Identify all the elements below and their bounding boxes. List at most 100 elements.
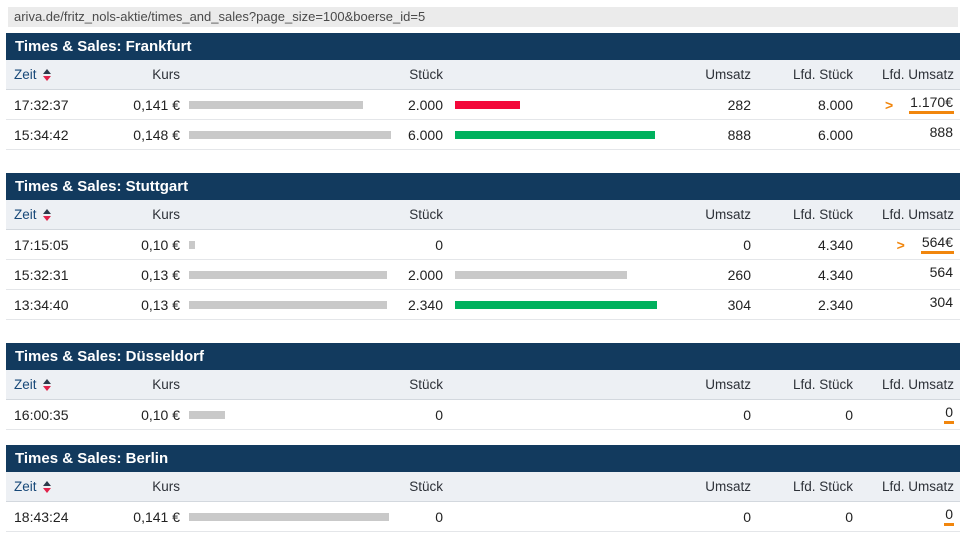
column-header-lfd-umsatz[interactable]: Lfd. Umsatz <box>881 207 954 222</box>
cell-lfd-stueck: 8.000 <box>817 96 853 113</box>
cell-lfd-stueck: 4.340 <box>817 236 853 253</box>
zeit-sort-control[interactable]: Zeit <box>14 377 51 392</box>
section-duesseldorf: Times & Sales: Düsseldorf Zeit Kurs Stüc… <box>6 343 960 430</box>
section-stuttgart: Times & Sales: Stuttgart Zeit Kurs Stück… <box>6 173 960 320</box>
sort-icon[interactable] <box>42 68 51 81</box>
table-header: Zeit Kurs Stück Umsatz Lfd. Stück Lfd. U… <box>6 472 960 502</box>
column-header-lfd-umsatz[interactable]: Lfd. Umsatz <box>881 377 954 392</box>
cell-lfd-umsatz: 0 <box>853 405 954 424</box>
orange-arrow-icon: > <box>896 236 905 253</box>
column-header-stueck[interactable]: Stück <box>409 479 443 494</box>
cell-lfd-stueck: 4.340 <box>817 266 853 283</box>
orange-arrow-icon: > <box>884 96 894 113</box>
table-row: 17:32:37 0,141 € 2.000 282 8.000 > 1.170… <box>6 90 960 120</box>
stueck-bar <box>443 300 657 309</box>
kurs-bar-fill <box>189 270 387 279</box>
cell-kurs: 0,10 € <box>141 406 180 423</box>
column-header-stueck[interactable]: Stück <box>409 67 443 82</box>
section-title: Times & Sales: Düsseldorf <box>6 343 960 370</box>
kurs-bar <box>180 300 391 309</box>
zeit-sort-control[interactable]: Zeit <box>14 67 51 82</box>
sort-icon[interactable] <box>42 208 51 221</box>
table-row: 16:00:35 0,10 € 0 0 0 0 <box>6 400 960 430</box>
zeit-label: Zeit <box>14 377 37 392</box>
cell-zeit: 15:34:42 <box>14 126 69 143</box>
column-header-lfd-umsatz[interactable]: Lfd. Umsatz <box>881 479 954 494</box>
lfd-umsatz-value[interactable]: 888 <box>929 124 953 140</box>
column-header-zeit[interactable]: Zeit <box>6 207 116 222</box>
cell-stueck: 0 <box>435 406 443 423</box>
cell-umsatz: 260 <box>727 266 751 283</box>
column-header-stueck[interactable]: Stück <box>409 377 443 392</box>
column-header-lfd-stueck[interactable]: Lfd. Stück <box>792 207 853 222</box>
kurs-bar-fill <box>189 130 391 139</box>
column-header-lfd-stueck[interactable]: Lfd. Stück <box>792 67 853 82</box>
lfd-umsatz-value[interactable]: 304 <box>929 294 953 310</box>
kurs-bar <box>180 270 391 279</box>
zeit-label: Zeit <box>14 479 37 494</box>
cell-lfd-umsatz: 0 <box>853 507 954 526</box>
column-header-umsatz[interactable]: Umsatz <box>705 479 751 494</box>
table-header: Zeit Kurs Stück Umsatz Lfd. Stück Lfd. U… <box>6 370 960 400</box>
section-title: Times & Sales: Berlin <box>6 445 960 472</box>
cell-kurs: 0,141 € <box>133 96 180 113</box>
kurs-bar-fill <box>189 240 196 249</box>
cell-lfd-stueck: 6.000 <box>817 126 853 143</box>
column-header-kurs[interactable]: Kurs <box>152 67 180 82</box>
lfd-umsatz-value[interactable]: 0 <box>944 405 954 424</box>
column-header-lfd-umsatz[interactable]: Lfd. Umsatz <box>881 67 954 82</box>
stueck-bar <box>443 513 657 521</box>
cell-zeit: 18:43:24 <box>14 508 69 525</box>
cell-stueck: 2.340 <box>407 296 443 313</box>
cell-zeit: 13:34:40 <box>14 296 69 313</box>
kurs-bar <box>180 410 391 419</box>
column-header-kurs[interactable]: Kurs <box>152 479 180 494</box>
lfd-umsatz-value[interactable]: 1.170€ <box>909 95 954 114</box>
sort-icon[interactable] <box>42 378 51 391</box>
kurs-bar-fill <box>189 100 363 109</box>
stueck-bar <box>443 130 657 139</box>
stueck-bar-fill <box>455 270 627 279</box>
column-header-stueck[interactable]: Stück <box>409 207 443 222</box>
lfd-umsatz-value[interactable]: 564€ <box>920 235 954 254</box>
kurs-bar-fill <box>189 512 389 521</box>
sort-icon[interactable] <box>42 480 51 493</box>
column-header-kurs[interactable]: Kurs <box>152 207 180 222</box>
kurs-bar <box>180 512 391 521</box>
cell-lfd-stueck: 2.340 <box>817 296 853 313</box>
column-header-umsatz[interactable]: Umsatz <box>705 67 751 82</box>
sort-up-icon <box>42 480 51 486</box>
cell-stueck: 6.000 <box>407 126 443 143</box>
section-title: Times & Sales: Frankfurt <box>6 33 960 60</box>
column-header-umsatz[interactable]: Umsatz <box>705 377 751 392</box>
zeit-label: Zeit <box>14 67 37 82</box>
column-header-umsatz[interactable]: Umsatz <box>705 207 751 222</box>
lfd-umsatz-value[interactable]: 0 <box>944 507 954 526</box>
column-header-lfd-stueck[interactable]: Lfd. Stück <box>792 377 853 392</box>
cell-lfd-umsatz: > 1.170€ <box>853 95 954 114</box>
cell-umsatz: 304 <box>727 296 751 313</box>
column-header-zeit[interactable]: Zeit <box>6 67 116 82</box>
section-title: Times & Sales: Stuttgart <box>6 173 960 200</box>
column-header-kurs[interactable]: Kurs <box>152 377 180 392</box>
zeit-sort-control[interactable]: Zeit <box>14 479 51 494</box>
cell-stueck: 0 <box>435 508 443 525</box>
url-bar[interactable]: ariva.de/fritz_nols-aktie/times_and_sale… <box>8 7 958 27</box>
kurs-bar-fill <box>189 300 387 309</box>
sort-down-icon <box>42 215 51 221</box>
column-header-zeit[interactable]: Zeit <box>6 377 116 392</box>
page: { "url_bar": "ariva.de/fritz_nols-aktie/… <box>0 7 966 548</box>
stueck-bar <box>443 411 657 419</box>
cell-umsatz: 0 <box>743 236 751 253</box>
section-berlin: Times & Sales: Berlin Zeit Kurs Stück Um… <box>6 445 960 532</box>
sort-up-icon <box>42 68 51 74</box>
lfd-umsatz-value[interactable]: 564 <box>929 264 953 280</box>
section-frankfurt: Times & Sales: Frankfurt Zeit Kurs Stück… <box>6 33 960 150</box>
cell-stueck: 2.000 <box>407 96 443 113</box>
table-row: 13:34:40 0,13 € 2.340 304 2.340 304 <box>6 290 960 320</box>
column-header-lfd-stueck[interactable]: Lfd. Stück <box>792 479 853 494</box>
column-header-zeit[interactable]: Zeit <box>6 479 116 494</box>
stueck-bar <box>443 270 657 279</box>
zeit-sort-control[interactable]: Zeit <box>14 207 51 222</box>
sort-up-icon <box>42 378 51 384</box>
